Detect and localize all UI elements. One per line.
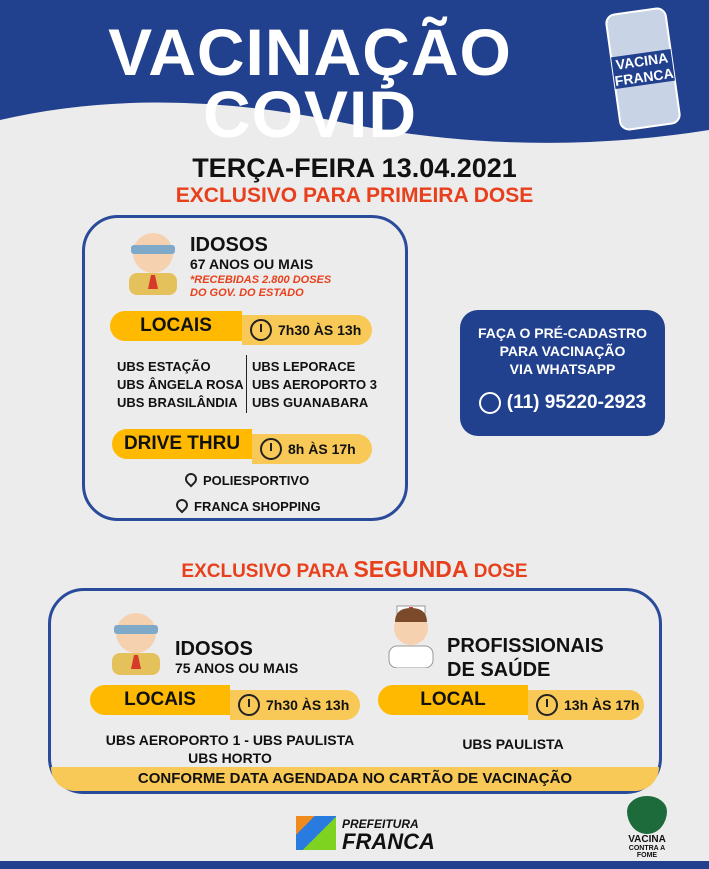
title-line1: VACINAÇÃO bbox=[108, 15, 512, 89]
elderly-icon bbox=[129, 233, 177, 295]
location-pin-icon bbox=[173, 496, 191, 514]
clock-icon bbox=[260, 438, 282, 460]
locations-col2: UBS LEPORACE UBS AEROPORTO 3 UBS GUANABARA bbox=[252, 359, 377, 410]
whatsapp-box[interactable]: FAÇA O PRÉ-CADASTRO PARA VACINAÇÃO VIA WHA… bbox=[460, 310, 665, 436]
group-title: PROFISSIONAIS DE SAÚDE bbox=[447, 635, 604, 681]
locais-time: 7h30 ÀS 13h bbox=[230, 690, 360, 720]
location-pin-icon bbox=[182, 470, 200, 488]
locais-label: LOCAIS bbox=[90, 685, 230, 715]
clock-icon bbox=[238, 694, 260, 716]
footer-bar bbox=[0, 861, 709, 869]
elderly-icon bbox=[112, 613, 160, 675]
header-background bbox=[0, 0, 709, 143]
phone-number: (11) 95220-2923 bbox=[506, 392, 647, 413]
group-title: IDOSOS bbox=[190, 234, 268, 256]
vacina-contra-fome-logo: VACINA CONTRA A FOME bbox=[618, 796, 676, 859]
health-professional-icon bbox=[388, 605, 434, 668]
second-dose-heading: EXCLUSIVO PARA SEGUNDA DOSE bbox=[181, 556, 528, 582]
age-range: 75 ANOS OU MAIS bbox=[175, 660, 299, 676]
whatsapp-icon bbox=[478, 392, 501, 414]
locations-col1: UBS ESTAÇÃO UBS ÂNGELA ROSA UBS BRASILÂNDI… bbox=[117, 359, 244, 410]
clock-icon bbox=[250, 319, 272, 341]
date: TERÇA-FEIRA 13.04.2021 bbox=[192, 153, 517, 183]
first-dose-heading: EXCLUSIVO PARA PRIMEIRA DOSE bbox=[175, 184, 534, 207]
locais-label: LOCAIS bbox=[110, 311, 242, 341]
drive-place: FRANCA SHOPPING bbox=[173, 496, 321, 516]
divider bbox=[246, 355, 247, 413]
local-time: 13h ÀS 17h bbox=[528, 690, 644, 720]
age-range: 67 ANOS OU MAIS bbox=[190, 256, 314, 272]
locais-time: 7h30 ÀS 13h bbox=[242, 315, 372, 345]
drive-thru-label: DRIVE THRU bbox=[112, 429, 252, 459]
doses-note: *RECEBIDAS 2.800 DOSES DO GOV. DO ESTADO bbox=[190, 274, 332, 299]
schedule-note: CONFORME DATA AGENDADA NO CARTÃO DE VACI… bbox=[51, 767, 659, 791]
locations: UBS AEROPORTO 1 - UBS PAULISTA UBS HORTO bbox=[105, 732, 355, 766]
location: UBS PAULISTA bbox=[462, 736, 564, 752]
first-dose-box bbox=[82, 215, 408, 521]
second-dose-box bbox=[48, 588, 662, 794]
drive-place: POLIESPORTIVO bbox=[182, 470, 309, 490]
clock-icon bbox=[536, 694, 558, 716]
title-line2: COVID bbox=[202, 77, 418, 151]
drive-thru-time: 8h ÀS 17h bbox=[252, 434, 372, 464]
local-label: LOCAL bbox=[378, 685, 528, 715]
group-title: IDOSOS bbox=[175, 638, 253, 660]
prefeitura-franca-logo: PREFEITURA FRANCA bbox=[296, 815, 435, 853]
